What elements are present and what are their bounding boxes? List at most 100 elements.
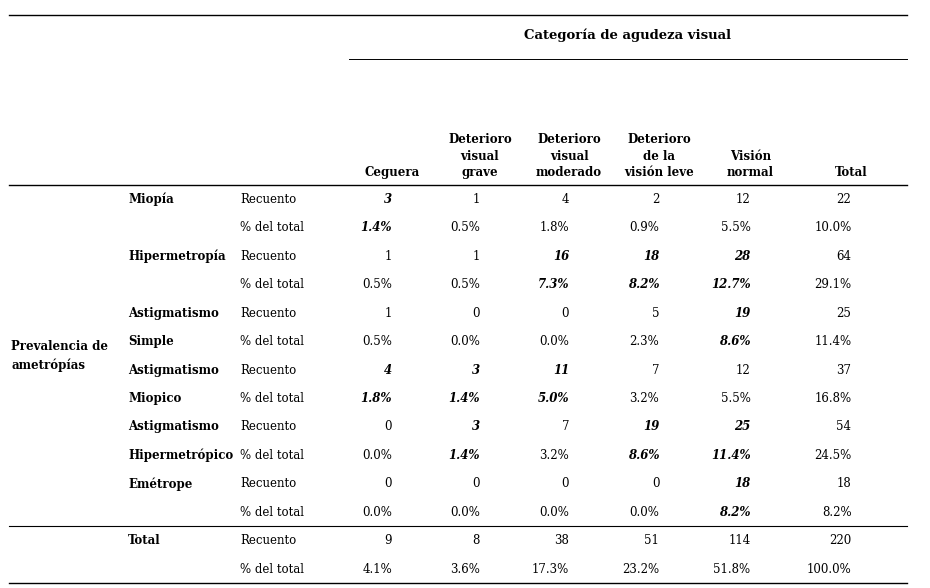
Text: 4.1%: 4.1% xyxy=(363,563,392,576)
Text: % del total: % del total xyxy=(240,392,304,405)
Text: Astigmatismo: Astigmatismo xyxy=(128,363,219,376)
Text: % del total: % del total xyxy=(240,506,304,519)
Text: 5.0%: 5.0% xyxy=(538,392,569,405)
Text: 51.8%: 51.8% xyxy=(713,563,751,576)
Text: 0: 0 xyxy=(472,477,480,490)
Text: 0.5%: 0.5% xyxy=(450,221,480,235)
Text: 38: 38 xyxy=(554,534,569,547)
Text: Emétrope: Emétrope xyxy=(128,477,193,490)
Text: 25: 25 xyxy=(837,307,851,320)
Text: 9: 9 xyxy=(384,534,392,547)
Text: % del total: % del total xyxy=(240,449,304,462)
Text: 8.2%: 8.2% xyxy=(719,506,751,519)
Text: Recuento: Recuento xyxy=(240,307,296,320)
Text: Miopía: Miopía xyxy=(128,193,174,206)
Text: 0: 0 xyxy=(472,307,480,320)
Text: 16: 16 xyxy=(553,250,569,263)
Text: 3: 3 xyxy=(472,420,480,433)
Text: Deterioro
visual
moderado: Deterioro visual moderado xyxy=(536,133,603,179)
Text: % del total: % del total xyxy=(240,278,304,291)
Text: 11.4%: 11.4% xyxy=(711,449,751,462)
Text: 10.0%: 10.0% xyxy=(814,221,851,235)
Text: 100.0%: 100.0% xyxy=(806,563,851,576)
Text: 5.5%: 5.5% xyxy=(721,392,751,405)
Text: % del total: % del total xyxy=(240,221,304,235)
Text: 37: 37 xyxy=(836,363,851,376)
Text: 28: 28 xyxy=(735,250,751,263)
Text: 0.5%: 0.5% xyxy=(450,278,480,291)
Text: 3.2%: 3.2% xyxy=(539,449,569,462)
Text: 11.4%: 11.4% xyxy=(815,335,851,348)
Text: 64: 64 xyxy=(836,250,851,263)
Text: 5: 5 xyxy=(652,307,659,320)
Text: 8.2%: 8.2% xyxy=(822,506,851,519)
Text: Deterioro
de la
visión leve: Deterioro de la visión leve xyxy=(625,133,694,179)
Text: Simple: Simple xyxy=(128,335,174,348)
Text: 18: 18 xyxy=(735,477,751,490)
Text: 7.3%: 7.3% xyxy=(538,278,569,291)
Text: 16.8%: 16.8% xyxy=(815,392,851,405)
Text: 1: 1 xyxy=(385,250,392,263)
Text: 8.6%: 8.6% xyxy=(628,449,659,462)
Text: 0.0%: 0.0% xyxy=(539,506,569,519)
Text: Recuento: Recuento xyxy=(240,477,296,490)
Text: 25: 25 xyxy=(735,420,751,433)
Text: 3.6%: 3.6% xyxy=(450,563,480,576)
Text: 7: 7 xyxy=(562,420,569,433)
Text: 54: 54 xyxy=(836,420,851,433)
Text: Visión
normal: Visión normal xyxy=(727,150,774,179)
Text: 51: 51 xyxy=(644,534,659,547)
Text: 0: 0 xyxy=(384,420,392,433)
Text: % del total: % del total xyxy=(240,335,304,348)
Text: 12.7%: 12.7% xyxy=(711,278,751,291)
Text: 19: 19 xyxy=(735,307,751,320)
Text: 0.0%: 0.0% xyxy=(630,506,659,519)
Text: 0.0%: 0.0% xyxy=(362,449,392,462)
Text: 2: 2 xyxy=(652,193,659,206)
Text: Deterioro
visual
grave: Deterioro visual grave xyxy=(448,133,512,179)
Text: 18: 18 xyxy=(644,250,659,263)
Text: 1: 1 xyxy=(472,250,480,263)
Text: 3.2%: 3.2% xyxy=(630,392,659,405)
Text: 0.0%: 0.0% xyxy=(450,506,480,519)
Text: 4: 4 xyxy=(562,193,569,206)
Text: 8.2%: 8.2% xyxy=(628,278,659,291)
Text: 1.4%: 1.4% xyxy=(448,449,480,462)
Text: Astigmatismo: Astigmatismo xyxy=(128,307,219,320)
Text: Prevalencia de
ametrópías: Prevalencia de ametrópías xyxy=(11,340,108,372)
Text: 18: 18 xyxy=(837,477,851,490)
Text: 1.4%: 1.4% xyxy=(361,221,392,235)
Text: 3: 3 xyxy=(472,363,480,376)
Text: 0.5%: 0.5% xyxy=(362,335,392,348)
Text: 29.1%: 29.1% xyxy=(815,278,851,291)
Text: 1: 1 xyxy=(385,307,392,320)
Text: 1.4%: 1.4% xyxy=(448,392,480,405)
Text: Categoría de agudeza visual: Categoría de agudeza visual xyxy=(525,29,731,42)
Text: 19: 19 xyxy=(644,420,659,433)
Text: 0.9%: 0.9% xyxy=(630,221,659,235)
Text: Recuento: Recuento xyxy=(240,534,296,547)
Text: 1.8%: 1.8% xyxy=(361,392,392,405)
Text: 0: 0 xyxy=(384,477,392,490)
Text: 24.5%: 24.5% xyxy=(814,449,851,462)
Text: 1.8%: 1.8% xyxy=(539,221,569,235)
Text: 22: 22 xyxy=(837,193,851,206)
Text: Recuento: Recuento xyxy=(240,193,296,206)
Text: % del total: % del total xyxy=(240,563,304,576)
Text: Recuento: Recuento xyxy=(240,250,296,263)
Text: 12: 12 xyxy=(736,363,751,376)
Text: Miopico: Miopico xyxy=(128,392,181,405)
Text: Total: Total xyxy=(128,534,161,547)
Text: Total: Total xyxy=(835,166,868,179)
Text: 5.5%: 5.5% xyxy=(721,221,751,235)
Text: 220: 220 xyxy=(830,534,851,547)
Text: 0.0%: 0.0% xyxy=(362,506,392,519)
Text: 0: 0 xyxy=(652,477,659,490)
Text: 0.5%: 0.5% xyxy=(362,278,392,291)
Text: 0.0%: 0.0% xyxy=(539,335,569,348)
Text: Hipermetropía: Hipermetropía xyxy=(128,249,226,263)
Text: Ceguera: Ceguera xyxy=(365,166,419,179)
Text: 12: 12 xyxy=(736,193,751,206)
Text: 0: 0 xyxy=(562,477,569,490)
Text: 23.2%: 23.2% xyxy=(622,563,659,576)
